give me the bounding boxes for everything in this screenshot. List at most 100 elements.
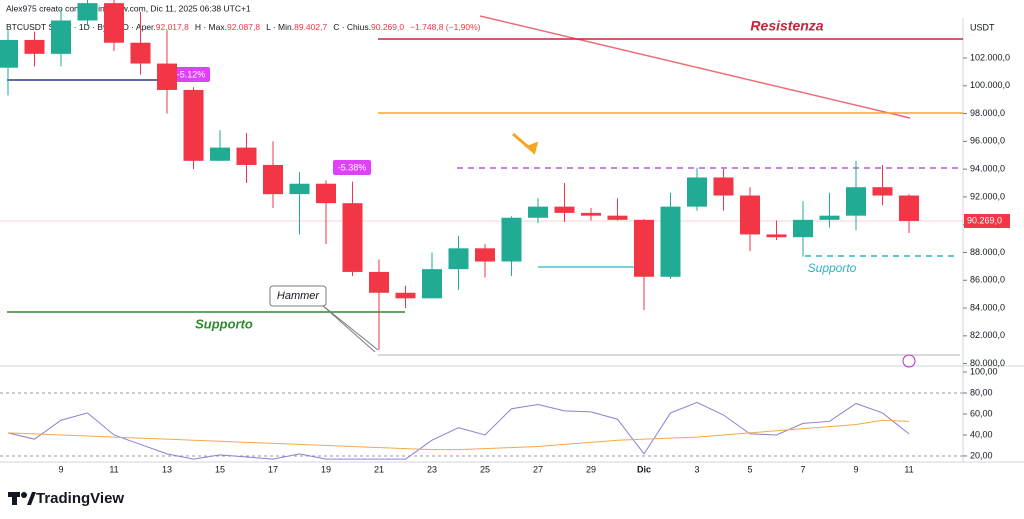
y-tick-label: 102.000,0: [970, 52, 1010, 62]
x-tick-label: 11: [904, 464, 913, 474]
x-tick-label: 13: [162, 464, 172, 474]
logo-mark: [12, 492, 17, 505]
ohlc-value: 92.017,8: [156, 22, 189, 32]
candle-body: [846, 187, 866, 216]
candle-body: [157, 63, 177, 90]
candle-body: [528, 206, 548, 218]
y-tick-label: 86.000,0: [970, 275, 1005, 285]
candle-body: [77, 3, 98, 21]
candle-body: [183, 89, 204, 161]
y-tick-label: 82.000,0: [970, 330, 1005, 340]
badge-label: -5.12%: [177, 69, 206, 79]
badge: [333, 160, 371, 175]
x-tick-label: 17: [268, 464, 278, 474]
candle-body: [554, 206, 575, 213]
callout-box: [269, 285, 327, 307]
x-tick-label: 23: [427, 464, 437, 474]
candle-body: [607, 215, 628, 220]
y-tick-label: 80.000,0: [970, 358, 1005, 368]
candle-body: [819, 215, 840, 220]
ohlc-label: C · Chius.: [333, 22, 371, 32]
support-label: Supporto: [195, 316, 253, 331]
y-tick-label: 92.000,0: [970, 191, 1005, 201]
candle-body: [289, 183, 310, 195]
oscillator-line: [7, 419, 910, 451]
candle-body: [501, 217, 522, 262]
logo-mark: [21, 492, 27, 498]
badge-label: -5.38%: [338, 162, 367, 172]
last-price-box: [964, 213, 1010, 228]
last-price-label: 90.269,0: [967, 215, 1002, 225]
y-tick-label: 88.000,0: [970, 247, 1005, 257]
badge: [172, 67, 210, 82]
candle-body: [104, 3, 124, 43]
candle-body: [130, 42, 151, 64]
candle-body: [236, 147, 257, 165]
candle-body: [713, 177, 734, 196]
change: −1.748,8 (−1,90%): [410, 22, 481, 32]
logo-mark: [27, 492, 36, 505]
y-tick-label: 96.000,0: [970, 136, 1005, 146]
x-tick-label: 15: [215, 464, 225, 474]
hammer-label: Hammer: [277, 290, 321, 302]
currency-label: USDT: [970, 22, 995, 32]
author-line: Alex975 creato con TradingView.com, Dic …: [6, 3, 251, 13]
y-tick-label: 60,00: [970, 408, 993, 418]
candle-body: [422, 269, 442, 299]
y-tick-label: 84.000,0: [970, 302, 1005, 312]
candle-body: [0, 39, 18, 68]
x-tick-label: 3: [694, 464, 699, 474]
x-tick-label: 27: [533, 464, 543, 474]
icon: [902, 354, 916, 368]
candle-body: [475, 248, 495, 262]
x-tick-label: 25: [480, 464, 490, 474]
y-tick-label: 20,00: [970, 450, 993, 460]
x-tick-label: 5: [747, 464, 752, 474]
candle-body: [793, 219, 813, 238]
y-tick-label: 94.000,0: [970, 164, 1005, 174]
ohlc-value: 92.087,8: [227, 22, 260, 32]
candle-body: [395, 292, 416, 299]
candle-body: [24, 39, 45, 54]
candle-body: [634, 219, 654, 277]
x-tick-label: Dic: [637, 464, 651, 474]
ohlc-label: O · Aper.: [122, 22, 156, 32]
y-tick-label: 80,00: [970, 387, 993, 397]
candle-body: [766, 234, 787, 238]
y-tick-label: 40,00: [970, 429, 993, 439]
ohlc-value: 90.269,0: [371, 22, 404, 32]
ohlc-label: H · Max.: [195, 22, 227, 32]
x-tick-label: 7: [800, 464, 805, 474]
candle-body: [660, 206, 681, 277]
symbol-line: BTCUSDT SPOT · 1D · BybitO · Aper.92.017…: [6, 22, 481, 32]
brand: TradingView: [36, 490, 124, 507]
y-tick-label: 100,00: [970, 366, 998, 376]
callout-line: [321, 304, 376, 353]
candle-body: [210, 147, 230, 161]
ohlc-label: L · Min.: [266, 22, 294, 32]
oscillator-line: [7, 401, 910, 460]
candle-body: [687, 177, 707, 207]
callout-line: [321, 304, 379, 351]
candle-body: [899, 195, 919, 221]
candle-body: [581, 212, 601, 216]
x-tick-label: 19: [321, 464, 331, 474]
candle-body: [448, 248, 469, 270]
x-tick-label: 11: [109, 464, 118, 474]
candle-body: [872, 187, 893, 196]
y-tick-label: 98.000,0: [970, 108, 1005, 118]
candle-body: [263, 164, 283, 195]
x-tick-label: 29: [586, 464, 596, 474]
candle-body: [316, 183, 336, 204]
candle-body: [51, 20, 71, 54]
arrow: [512, 132, 539, 155]
x-tick-label: 9: [853, 464, 858, 474]
x-tick-label: 9: [58, 464, 63, 474]
x-tick-label: 21: [374, 464, 384, 474]
candle-body: [342, 203, 363, 272]
resistance-label: Resistenza: [750, 18, 823, 34]
trend-line: [479, 15, 911, 119]
candle-body: [740, 195, 760, 235]
